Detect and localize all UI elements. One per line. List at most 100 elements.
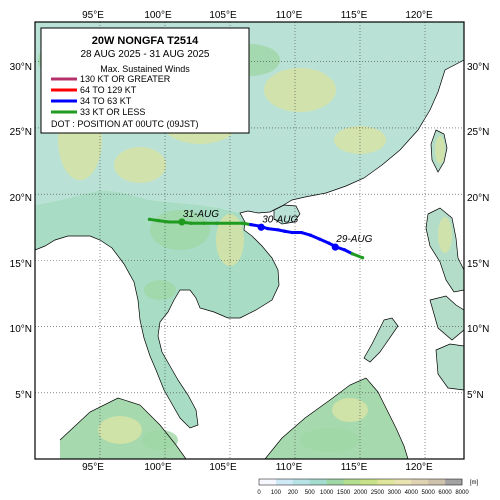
colorbar-cell (292, 479, 311, 485)
track-point (299, 230, 304, 235)
land-mindanao (436, 344, 464, 390)
colorbar-tick: 2500 (371, 490, 385, 496)
lat-tick-right: 30°N (467, 62, 489, 73)
lon-tick-top: 100°E (144, 10, 172, 21)
track-point (167, 220, 171, 224)
coastlines (35, 59, 464, 459)
track-point (156, 219, 161, 223)
colorbar-tick: 1000 (320, 490, 334, 496)
lat-tick-left: 5°N (15, 390, 32, 401)
colorbar-unit: [m] (470, 480, 479, 486)
track-point (249, 223, 253, 227)
track-point (147, 217, 151, 221)
legend-heading: Max. Sustained Winds (100, 64, 190, 74)
storm-period: 28 AUG 2025 - 31 AUG 2025 (81, 49, 210, 60)
lat-tick-labels-right: 30°N 25°N 20°N 15°N 10°N 5°N (467, 62, 489, 401)
elevation-colorbar: 0 100 200 500 1000 1500 2000 2500 3000 4000 5000 60… (257, 478, 479, 496)
colorbar-tick: 8000 (455, 490, 469, 496)
lat-tick-left: 30°N (10, 62, 32, 73)
colorbar-tick: 4000 (405, 490, 419, 496)
track-point (342, 248, 346, 252)
track-point (350, 252, 354, 256)
typhoon-track (147, 217, 365, 260)
track-point (215, 221, 219, 225)
land-visayas (430, 296, 464, 340)
colorbar-cell (428, 479, 446, 485)
lat-tick-right: 10°N (467, 324, 489, 335)
track-point (228, 221, 232, 225)
colorbar-cells (259, 479, 463, 485)
colorbar-tick: 500 (305, 490, 316, 496)
track-point (318, 237, 322, 241)
colorbar-tick-labels: 0 100 200 500 1000 1500 2000 2500 3000 4000 5000 60… (257, 490, 469, 496)
colorbar-tick: 200 (288, 490, 299, 496)
colorbar-cell (411, 479, 429, 485)
legend-box: 20W NONGFA T2514 28 AUG 2025 - 31 AUG 20… (40, 27, 250, 134)
day-label-31-aug: 31-AUG (183, 209, 219, 220)
legend-label-64kt: 64 TO 129 KT (80, 85, 137, 95)
track-segment (266, 227, 280, 232)
lat-tick-left: 20°N (10, 193, 32, 204)
colorbar-tick: 6000 (438, 490, 452, 496)
lat-tick-right: 25°N (467, 127, 489, 138)
lon-tick-top: 120°E (405, 10, 433, 21)
track-point (276, 228, 280, 232)
colorbar-cell (259, 479, 277, 485)
colorbar-cell (360, 479, 378, 485)
day-label-30-aug: 30-AUG (262, 214, 298, 225)
lon-tick-bottom: 100°E (144, 462, 172, 473)
daily-position-dot (331, 243, 339, 251)
legend-label-130kt: 130 KT OR GREATER (80, 74, 171, 84)
track-segment (309, 233, 322, 241)
colorbar-tick: 3000 (388, 490, 402, 496)
legend-dot-note: DOT : POSITION AT 00UTC (09JST) (51, 119, 199, 129)
colorbar-tick: 0 (257, 490, 261, 496)
track-point (327, 241, 331, 245)
lat-tick-right: 20°N (467, 193, 489, 204)
lon-tick-labels-bottom: 95°E 100°E 105°E 110°E 115°E 120°E (82, 462, 433, 473)
track-segment (350, 252, 365, 260)
lon-tick-bottom: 95°E (82, 462, 104, 473)
colorbar-tick: 2000 (354, 490, 368, 496)
colorbar-cell (326, 479, 344, 485)
track-point (266, 226, 270, 231)
lat-tick-right: 5°N (467, 390, 484, 401)
lat-tick-left: 25°N (10, 127, 32, 138)
lon-tick-top: 110°E (276, 10, 303, 21)
colorbar-tick: 100 (271, 490, 282, 496)
day-labels: 29-AUG 30-AUG 31-AUG (183, 209, 373, 245)
colorbar-cell (377, 479, 395, 485)
land-hainan (274, 205, 300, 224)
track-point (241, 221, 245, 225)
land-malay-peninsula (156, 366, 198, 428)
track-point (309, 233, 313, 237)
lat-tick-left: 10°N (10, 324, 32, 335)
legend-label-33kt: 33 KT OR LESS (80, 107, 145, 117)
track-segment (318, 237, 331, 245)
storm-title: 20W NONGFA T2514 (92, 35, 199, 47)
colorbar-tick: 1500 (337, 490, 351, 496)
legend-label-34kt: 34 TO 63 KT (80, 96, 132, 106)
lon-tick-bottom: 105°E (209, 462, 237, 473)
colorbar-cell (275, 479, 294, 485)
day-label-29-aug: 29-AUG (335, 234, 372, 245)
lon-tick-labels-top: 95°E 100°E 105°E 110°E 115°E 120°E (82, 10, 433, 21)
track-point (290, 230, 294, 235)
lon-tick-top: 95°E (82, 10, 104, 21)
lon-tick-top: 115°E (341, 10, 368, 21)
track-point (202, 221, 206, 225)
lon-tick-top: 105°E (209, 10, 237, 21)
lat-tick-right: 15°N (467, 259, 489, 270)
lon-tick-bottom: 120°E (405, 462, 433, 473)
colorbar-cell (394, 479, 412, 485)
track-point (361, 256, 365, 260)
lon-tick-bottom: 115°E (341, 462, 368, 473)
lat-tick-left: 15°N (10, 259, 32, 270)
colorbar-cell (343, 479, 361, 485)
land-palawan (364, 318, 398, 362)
colorbar-tick: 5000 (421, 490, 435, 496)
lon-tick-bottom: 110°E (276, 462, 303, 473)
map-frame (34, 21, 465, 460)
track-point (189, 221, 193, 225)
